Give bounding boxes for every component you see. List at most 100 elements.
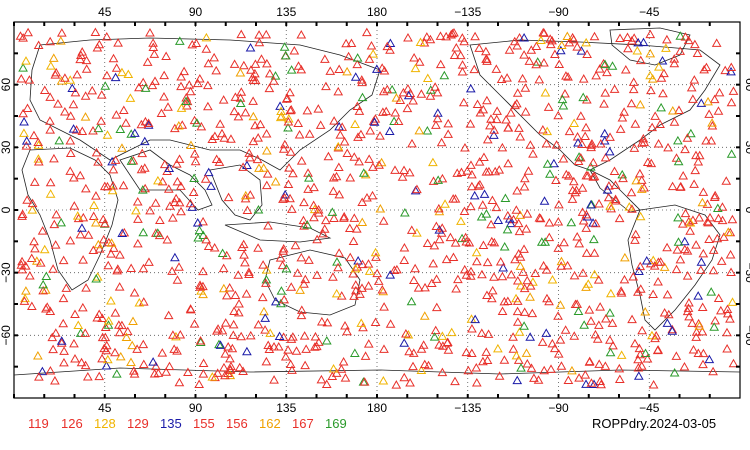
observation-marker xyxy=(678,170,689,180)
observation-marker xyxy=(327,207,338,216)
observation-marker xyxy=(333,86,344,96)
observation-marker xyxy=(671,264,682,274)
observation-marker xyxy=(233,270,244,279)
observation-marker xyxy=(138,77,149,87)
observation-marker xyxy=(38,285,49,295)
observation-marker xyxy=(501,114,511,124)
observation-marker xyxy=(691,150,701,160)
observation-marker xyxy=(553,243,564,252)
observation-marker xyxy=(258,260,268,269)
observation-marker xyxy=(503,122,514,132)
observation-marker xyxy=(553,110,564,120)
observation-marker xyxy=(150,76,160,85)
observation-marker xyxy=(437,331,448,340)
observation-marker xyxy=(486,236,497,246)
legend-item: 129 xyxy=(127,416,149,431)
observation-marker xyxy=(290,240,301,250)
observation-marker xyxy=(726,149,737,158)
observation-marker xyxy=(219,133,230,142)
observation-marker xyxy=(474,43,485,52)
observation-marker xyxy=(389,265,400,275)
observation-marker xyxy=(519,50,529,59)
observation-marker xyxy=(593,320,604,329)
observation-marker xyxy=(405,377,415,387)
observation-marker xyxy=(556,261,567,270)
observation-marker xyxy=(680,144,690,154)
observation-marker xyxy=(698,248,709,258)
observation-marker xyxy=(195,335,206,345)
observation-marker xyxy=(21,141,32,150)
observation-marker xyxy=(572,299,583,308)
observation-marker xyxy=(536,35,546,44)
observation-marker xyxy=(631,175,642,185)
observation-marker xyxy=(188,187,199,196)
observation-marker xyxy=(595,376,605,386)
observation-marker xyxy=(88,245,99,255)
observation-marker xyxy=(236,87,247,96)
observation-marker xyxy=(240,190,251,200)
observation-marker xyxy=(189,173,199,183)
observation-marker xyxy=(432,108,443,117)
observation-marker xyxy=(328,186,339,195)
observation-marker xyxy=(722,344,732,353)
observation-marker xyxy=(472,99,483,109)
observation-marker xyxy=(211,154,222,163)
observation-marker xyxy=(511,205,522,214)
observation-marker xyxy=(236,331,247,341)
tick-label: 0 xyxy=(743,207,750,214)
observation-marker xyxy=(672,245,683,254)
observation-marker xyxy=(19,128,29,137)
observation-marker xyxy=(111,369,122,378)
observation-marker xyxy=(726,66,736,76)
observation-marker xyxy=(422,126,433,135)
observation-marker xyxy=(288,168,298,178)
observation-marker xyxy=(81,283,91,292)
observation-marker xyxy=(226,361,236,371)
observation-marker xyxy=(183,367,193,377)
observation-marker xyxy=(45,92,56,101)
observation-marker xyxy=(482,95,492,105)
observation-marker xyxy=(378,107,388,116)
observation-marker xyxy=(584,305,595,314)
observation-marker xyxy=(273,341,284,351)
observation-marker xyxy=(467,169,477,179)
observation-marker xyxy=(442,338,453,347)
coast-greenland xyxy=(609,27,691,66)
observation-marker xyxy=(412,184,422,194)
observation-marker xyxy=(538,260,549,270)
observation-marker xyxy=(296,252,307,262)
observation-marker xyxy=(726,267,736,277)
observation-marker xyxy=(516,363,526,372)
observation-marker xyxy=(106,249,116,258)
observation-marker xyxy=(712,203,723,212)
observation-marker xyxy=(703,96,713,106)
observation-marker xyxy=(486,114,496,123)
observation-marker xyxy=(140,83,151,92)
observation-marker xyxy=(174,197,185,207)
observation-marker xyxy=(299,331,310,340)
observation-marker xyxy=(586,316,596,325)
observation-marker xyxy=(101,345,112,355)
observation-marker xyxy=(563,375,574,384)
observation-marker xyxy=(610,194,621,204)
observation-marker xyxy=(526,45,537,54)
observation-marker xyxy=(522,209,533,218)
observation-marker xyxy=(304,129,315,138)
observation-marker xyxy=(483,329,494,338)
observation-marker xyxy=(711,38,722,47)
observation-marker xyxy=(615,124,626,133)
observation-marker xyxy=(296,310,307,320)
observation-marker xyxy=(429,240,440,250)
tick-label: 0 xyxy=(0,206,13,213)
observation-marker xyxy=(49,219,60,229)
observation-marker xyxy=(691,327,702,336)
observation-marker xyxy=(450,194,461,203)
observation-marker xyxy=(143,120,154,129)
observation-marker xyxy=(258,163,269,172)
observation-marker xyxy=(420,282,430,292)
observation-marker xyxy=(630,119,641,128)
observation-marker xyxy=(713,213,724,223)
observation-marker xyxy=(647,330,657,340)
observation-marker xyxy=(375,203,386,213)
observation-marker xyxy=(176,81,186,91)
